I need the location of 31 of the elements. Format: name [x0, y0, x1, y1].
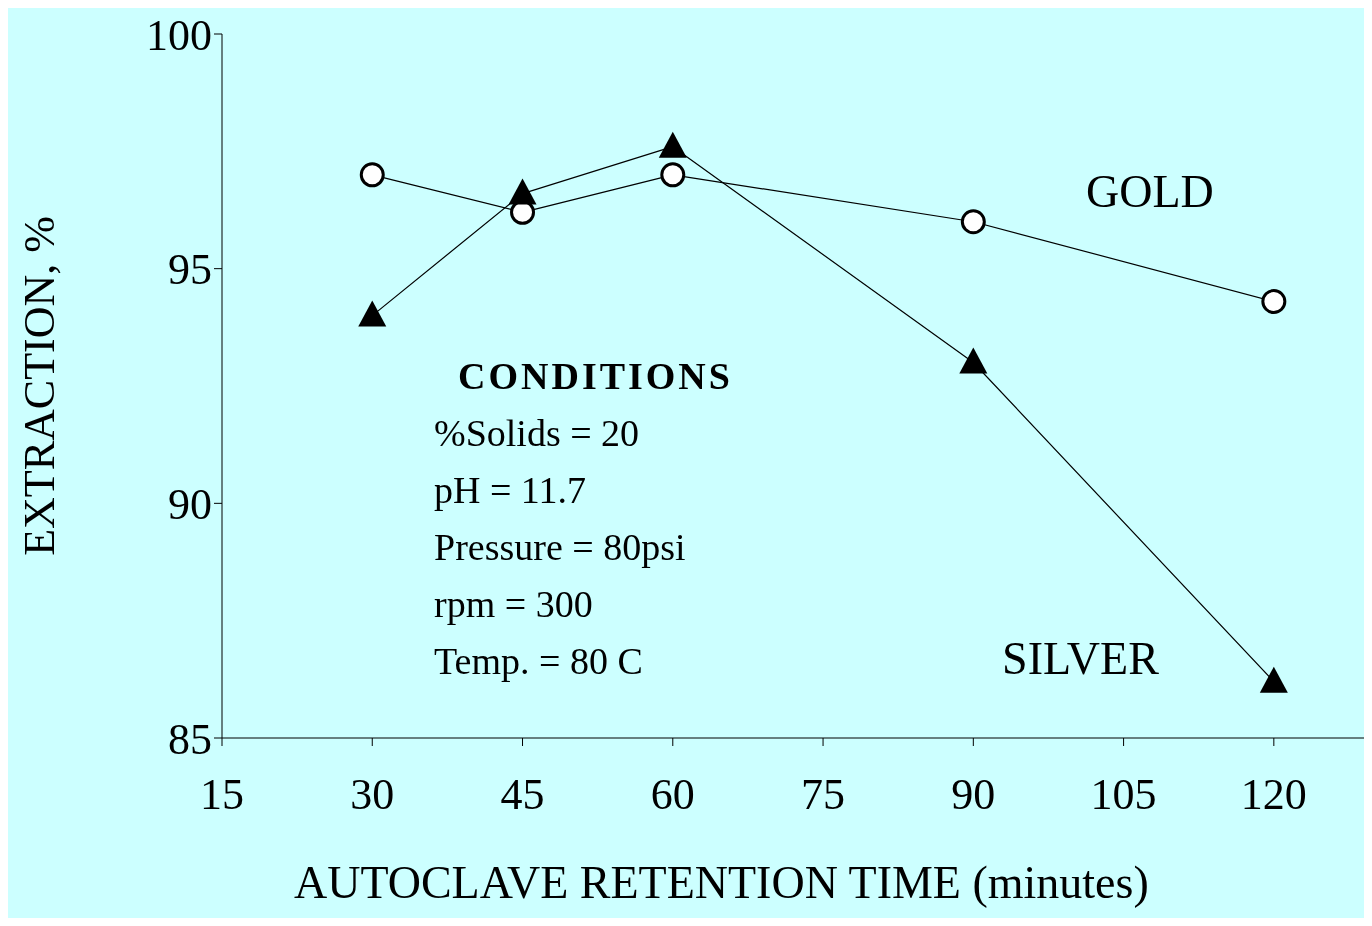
x-tick-label: 105: [1090, 770, 1157, 820]
x-tick-label: 120: [1240, 770, 1307, 820]
annotation: pH = 11.7: [434, 468, 587, 513]
x-tick-label: 45: [500, 770, 545, 820]
x-tick-label: 60: [650, 770, 695, 820]
point: [359, 162, 385, 188]
y-tick-label: 90: [168, 479, 212, 529]
y-axis-title: EXTRACTION, %: [14, 216, 64, 556]
y-tick-label: 95: [168, 245, 212, 295]
y-tick-label: 100: [146, 10, 212, 60]
annotation: Pressure = 80psi: [434, 525, 687, 570]
series-label: GOLD: [1086, 165, 1214, 217]
point: [508, 178, 537, 205]
x-tick-label: 15: [200, 770, 244, 820]
annotation: rpm = 300: [434, 582, 594, 627]
x-tick-label: 75: [801, 770, 846, 820]
series-label: SILVER: [1002, 632, 1160, 684]
point: [960, 209, 986, 235]
y-tick-label: 85: [168, 714, 212, 764]
annotation: %Solids = 20: [434, 411, 641, 456]
x-tick-label: 30: [350, 770, 395, 820]
x-axis-title: AUTOCLAVE RETENTION TIME (minutes): [294, 856, 1149, 909]
annotation: Temp. = 80 C: [434, 639, 644, 684]
point: [1259, 666, 1288, 693]
point: [1261, 289, 1287, 315]
point: [358, 300, 387, 327]
x-tick-label: 90: [951, 770, 996, 820]
point: [959, 347, 988, 374]
point: [658, 131, 687, 158]
point: [660, 162, 686, 188]
annotation: CONDITIONS: [457, 354, 733, 399]
